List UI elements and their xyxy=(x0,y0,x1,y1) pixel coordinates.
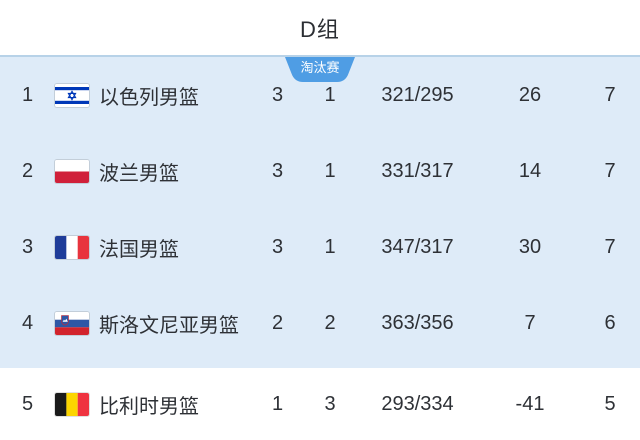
points-for-against-cell: 363/356 xyxy=(381,311,454,334)
team-name: 法国男篮 xyxy=(99,238,179,261)
standings-points-cell: 5 xyxy=(604,392,616,415)
qualified-zone: 淘汰赛 1 以色列男篮 3 1 321/295 26 xyxy=(0,57,640,368)
standings-points-cell: 7 xyxy=(604,235,616,258)
table-row[interactable]: 2 波兰男篮 3 1 331/317 14 7 xyxy=(0,133,640,209)
points-for-against-cell: 293/334 xyxy=(381,392,454,415)
table-row[interactable]: 3 法国男篮 3 1 347/317 30 7 xyxy=(0,209,640,285)
point-diff-cell: 30 xyxy=(518,235,542,258)
team-name: 波兰男篮 xyxy=(99,162,179,185)
wins-cell: 1 xyxy=(271,392,284,415)
point-diff-cell: 26 xyxy=(518,83,542,106)
losses-cell: 1 xyxy=(324,235,336,258)
flag-cell xyxy=(55,83,99,107)
poland-flag-icon xyxy=(55,159,89,183)
table-row[interactable]: 1 以色列男篮 3 1 321/295 26 7 xyxy=(0,57,640,133)
rank-cell: 3 xyxy=(21,235,34,258)
team-name: 以色列男篮 xyxy=(99,86,199,109)
points-for-against-cell: 321/295 xyxy=(381,83,454,106)
losses-cell: 3 xyxy=(324,392,336,415)
losses-cell: 1 xyxy=(324,159,336,182)
belgium-flag-icon xyxy=(55,392,89,416)
point-diff-cell: 14 xyxy=(518,159,542,182)
rank-cell: 4 xyxy=(21,311,34,334)
rank-cell: 1 xyxy=(21,83,34,106)
slovenia-flag-icon xyxy=(55,311,89,335)
wins-cell: 3 xyxy=(271,83,284,106)
team-name: 斯洛文尼亚男篮 xyxy=(99,314,239,337)
wins-cell: 2 xyxy=(271,311,284,334)
team-name: 比利时男篮 xyxy=(99,395,199,418)
points-for-against-cell: 347/317 xyxy=(381,235,454,258)
standings-points-cell: 6 xyxy=(604,311,616,334)
flag-cell xyxy=(55,311,99,335)
table-row[interactable]: 5 比利时男篮 1 3 293/334 -41 5 xyxy=(0,368,640,440)
point-diff-cell: -41 xyxy=(515,392,545,415)
wins-cell: 3 xyxy=(271,235,284,258)
rank-cell: 2 xyxy=(21,159,34,182)
flag-cell xyxy=(55,235,99,259)
losses-cell: 2 xyxy=(324,311,336,334)
knockout-badge-shape-icon xyxy=(285,57,355,82)
wins-cell: 3 xyxy=(271,159,284,182)
knockout-badge-label: 淘汰赛 xyxy=(300,60,340,75)
group-header: D组 xyxy=(0,0,640,57)
page-title: D组 xyxy=(300,16,340,42)
israel-flag-icon xyxy=(55,83,89,107)
points-for-against-cell: 331/317 xyxy=(381,159,454,182)
france-flag-icon xyxy=(55,235,89,259)
rank-cell: 5 xyxy=(21,392,34,415)
losses-cell: 1 xyxy=(324,83,336,106)
flag-cell xyxy=(55,159,99,183)
point-diff-cell: 7 xyxy=(524,311,536,334)
standings-points-cell: 7 xyxy=(604,159,616,182)
knockout-stage-badge: 淘汰赛 xyxy=(284,57,356,82)
table-row[interactable]: 4 斯洛文尼亚男篮 2 2 363/356 7 6 xyxy=(0,285,640,361)
standings-points-cell: 7 xyxy=(604,83,616,106)
flag-cell xyxy=(55,392,99,416)
